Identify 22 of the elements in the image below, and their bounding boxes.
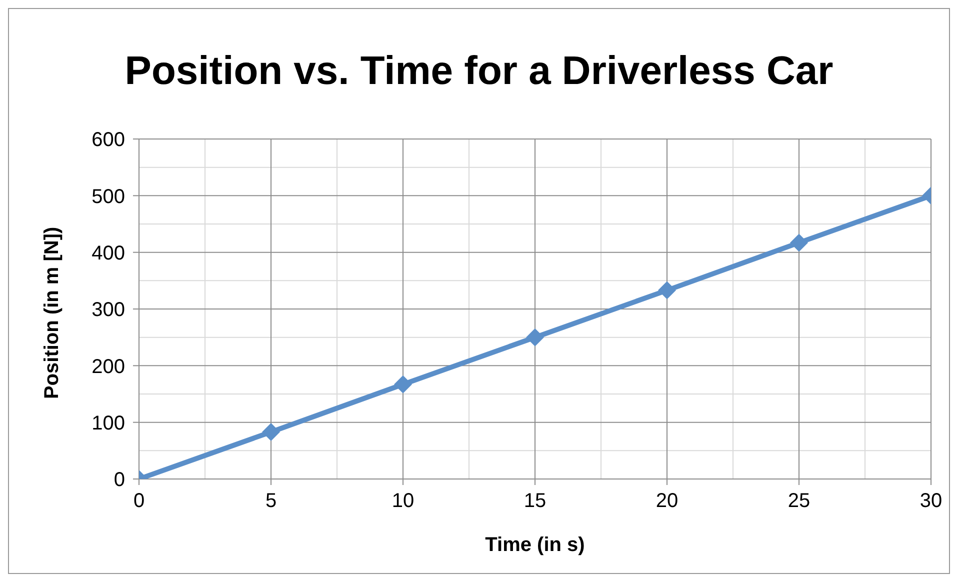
- point: [790, 234, 808, 252]
- y-tick-label: 500: [92, 186, 125, 208]
- y-axis-title: Position (in m [N]): [41, 226, 64, 399]
- point: [526, 328, 544, 346]
- y-tick-label: 200: [92, 356, 125, 378]
- x-tick-label: 25: [788, 490, 810, 512]
- y-tick-label: 100: [92, 412, 125, 434]
- y-tick-label: 600: [92, 129, 125, 152]
- x-tick-label: 20: [656, 490, 678, 512]
- x-axis-title: Time (in s): [485, 534, 585, 556]
- y-tick-label: 400: [92, 242, 125, 264]
- x-tick-label: 30: [920, 490, 942, 512]
- y-tick-label: 300: [92, 299, 125, 322]
- x-tick-label: 10: [392, 490, 414, 512]
- point: [394, 375, 412, 394]
- point: [262, 422, 280, 441]
- y-tick-label: 0: [114, 469, 125, 492]
- chart-title: Position vs. Time for a Driverless Car: [124, 49, 834, 94]
- x-tick-label: 15: [524, 490, 546, 512]
- x-tick-label: 5: [265, 490, 277, 512]
- x-tick-label: 0: [133, 490, 145, 512]
- point: [658, 281, 676, 300]
